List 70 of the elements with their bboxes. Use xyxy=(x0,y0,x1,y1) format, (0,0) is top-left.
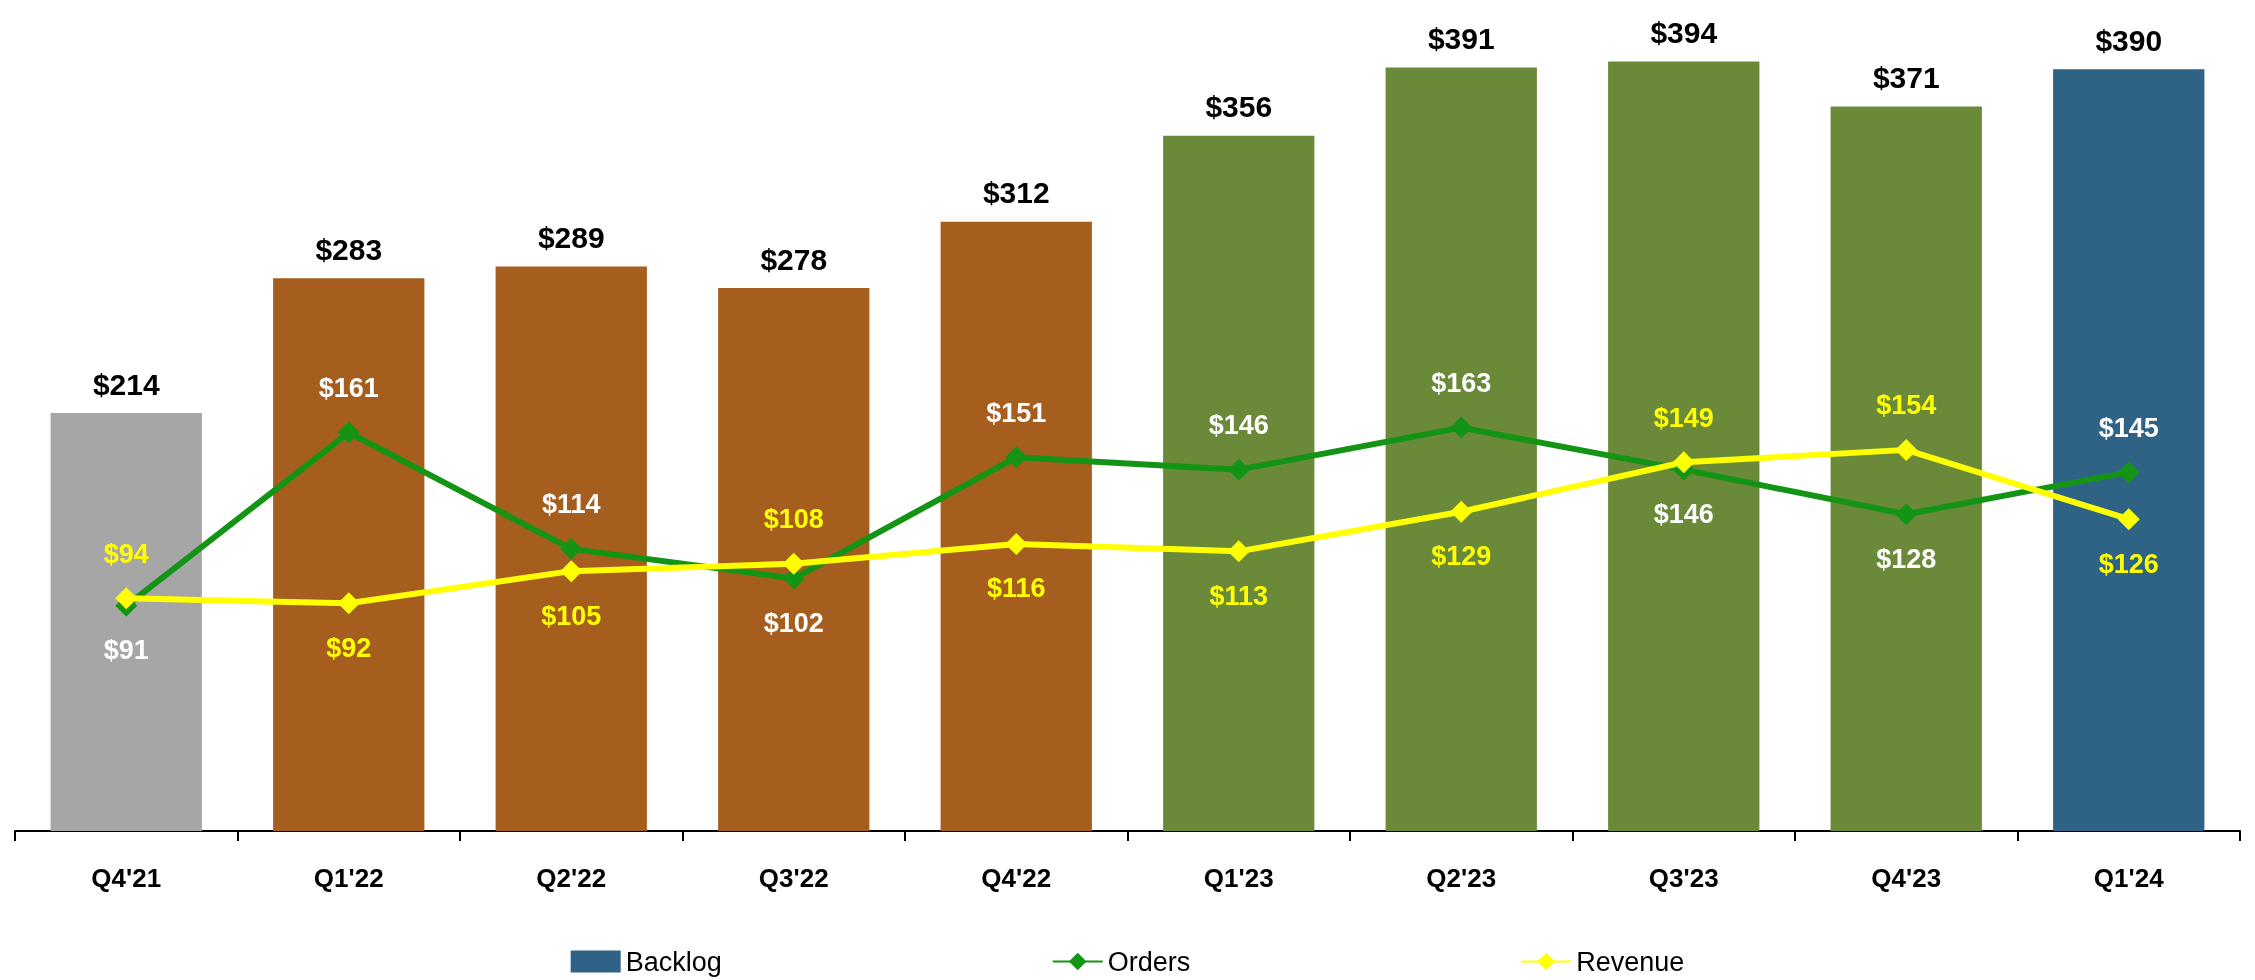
data-label: $356 xyxy=(1205,90,1273,124)
point xyxy=(1450,500,1473,523)
data-label: $102 xyxy=(763,608,824,639)
data-label: $91 xyxy=(103,635,149,666)
point xyxy=(1895,438,1918,461)
data-label: $92 xyxy=(326,632,372,663)
bar xyxy=(1830,106,1982,831)
data-label: $113 xyxy=(1209,580,1269,611)
point xyxy=(337,592,360,615)
point xyxy=(1005,446,1028,469)
data-label: $129 xyxy=(1431,541,1492,572)
data-label: $161 xyxy=(318,373,379,404)
data-label: $105 xyxy=(541,600,602,631)
point xyxy=(1672,451,1695,474)
x-tick-label: Q4'22 xyxy=(981,863,1052,893)
data-label: $390 xyxy=(2095,23,2163,57)
x-tick-label: Q1'23 xyxy=(1203,863,1274,893)
data-label: $114 xyxy=(541,489,601,520)
x-tick-label: Q1'22 xyxy=(313,863,384,893)
x-tick-label: Q4'21 xyxy=(91,863,162,893)
bar xyxy=(50,413,202,831)
data-label: $116 xyxy=(986,573,1046,604)
data-label: $108 xyxy=(763,504,824,535)
point xyxy=(1005,532,1028,555)
bar xyxy=(495,266,647,831)
data-label: $394 xyxy=(1650,16,1718,50)
bar xyxy=(1385,67,1537,831)
x-tick-label: Q4'23 xyxy=(1871,863,1942,893)
x-tick-label: Q1'24 xyxy=(2093,863,2165,893)
bar xyxy=(1163,135,1315,831)
data-label: $289 xyxy=(537,221,605,255)
bar xyxy=(1608,61,1760,831)
x-tick-label: Q2'23 xyxy=(1426,863,1497,893)
legend-label: Revenue xyxy=(1576,946,1685,977)
bar xyxy=(273,278,425,831)
data-label: $214 xyxy=(92,367,160,401)
point xyxy=(2117,508,2140,531)
data-label: $163 xyxy=(1431,368,1492,399)
point xyxy=(1450,416,1473,439)
data-label: $146 xyxy=(1653,499,1714,530)
data-label: $154 xyxy=(1876,390,1937,421)
data-label: $146 xyxy=(1208,410,1269,441)
point xyxy=(1895,503,1918,526)
data-label: $371 xyxy=(1872,60,1940,94)
data-label: $145 xyxy=(2098,412,2159,443)
x-tick-label: Q3'23 xyxy=(1648,863,1719,893)
data-label: $283 xyxy=(315,232,383,266)
point xyxy=(560,537,583,560)
point xyxy=(560,560,583,583)
data-label: $149 xyxy=(1653,402,1714,433)
data-label: $312 xyxy=(982,176,1050,210)
point xyxy=(2117,461,2140,484)
point xyxy=(782,552,805,575)
point xyxy=(115,587,138,610)
x-tick-label: Q2'22 xyxy=(536,863,607,893)
bar xyxy=(2053,69,2205,831)
x-tick-label: Q3'22 xyxy=(758,863,829,893)
legend-label: Backlog xyxy=(625,946,722,977)
legend-label: Orders xyxy=(1107,946,1191,977)
point xyxy=(337,421,360,444)
data-label: $126 xyxy=(2098,548,2159,579)
data-label: $94 xyxy=(103,538,149,569)
point xyxy=(1227,540,1250,563)
bar xyxy=(940,221,1092,831)
data-label: $128 xyxy=(1876,543,1937,574)
data-label: $278 xyxy=(760,242,828,276)
point xyxy=(1227,458,1250,481)
data-label: $391 xyxy=(1427,21,1495,55)
bar xyxy=(718,288,870,831)
data-label: $151 xyxy=(986,397,1047,428)
